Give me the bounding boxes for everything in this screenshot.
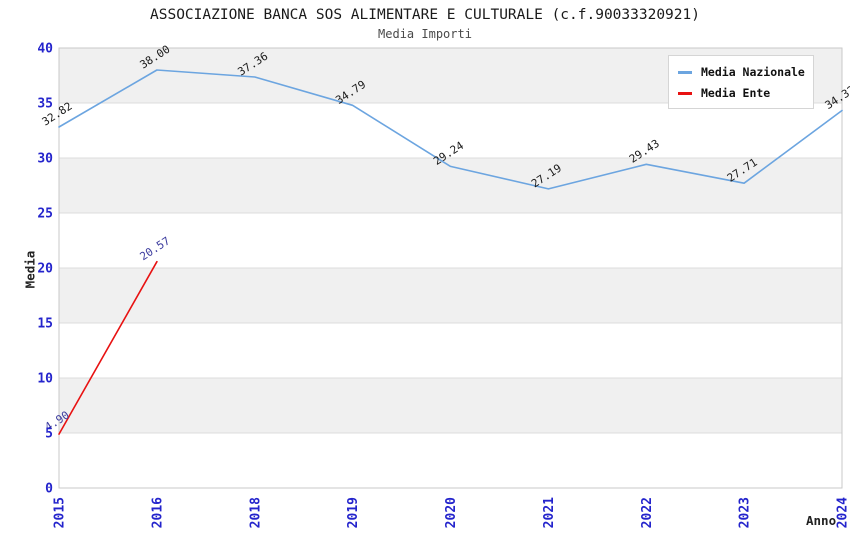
x-tick-label: 2020 <box>444 497 459 528</box>
y-tick-label: 20 <box>37 262 53 277</box>
series-line-media-nazionale <box>58 69 843 190</box>
y-tick-label: 30 <box>37 152 53 167</box>
y-axis-title: Media <box>22 250 38 289</box>
series-line-media-ente <box>58 260 158 435</box>
plot-band <box>59 378 842 433</box>
x-tick-label: 2015 <box>53 497 68 528</box>
legend-item-media-nazionale: Media Nazionale <box>678 65 805 79</box>
legend: Media Nazionale Media Ente <box>668 55 814 109</box>
y-tick-label: 25 <box>37 207 53 222</box>
plot-band <box>59 268 842 323</box>
y-tick-label: 10 <box>37 372 53 387</box>
legend-item-media-ente: Media Ente <box>678 86 805 100</box>
y-tick-label: 0 <box>45 482 53 497</box>
y-tick-label: 15 <box>37 317 53 332</box>
plot-border <box>58 47 843 489</box>
chart-subtitle: Media Importi <box>378 27 472 41</box>
x-tick-label: 2019 <box>346 497 361 528</box>
x-axis-title: Anno <box>806 513 837 528</box>
value-label: 20.57 <box>138 234 173 263</box>
x-tick-label: 2018 <box>248 497 263 528</box>
legend-swatch-media-ente <box>678 91 692 95</box>
legend-swatch-media-nazionale <box>678 70 692 74</box>
y-tick-label: 40 <box>37 42 53 57</box>
legend-label-media-ente: Media Ente <box>701 86 771 100</box>
x-tick-label: 2024 <box>836 497 850 528</box>
chart-title: ASSOCIAZIONE BANCA SOS ALIMENTARE E CULT… <box>150 7 700 23</box>
y-tick-label: 35 <box>37 97 53 112</box>
y-tick-label: 5 <box>45 427 53 442</box>
x-tick-label: 2021 <box>542 497 557 528</box>
x-tick-label: 2023 <box>738 497 753 528</box>
x-tick-label: 2016 <box>150 497 165 528</box>
legend-label-media-nazionale: Media Nazionale <box>701 65 805 79</box>
x-tick-label: 2022 <box>640 497 655 528</box>
